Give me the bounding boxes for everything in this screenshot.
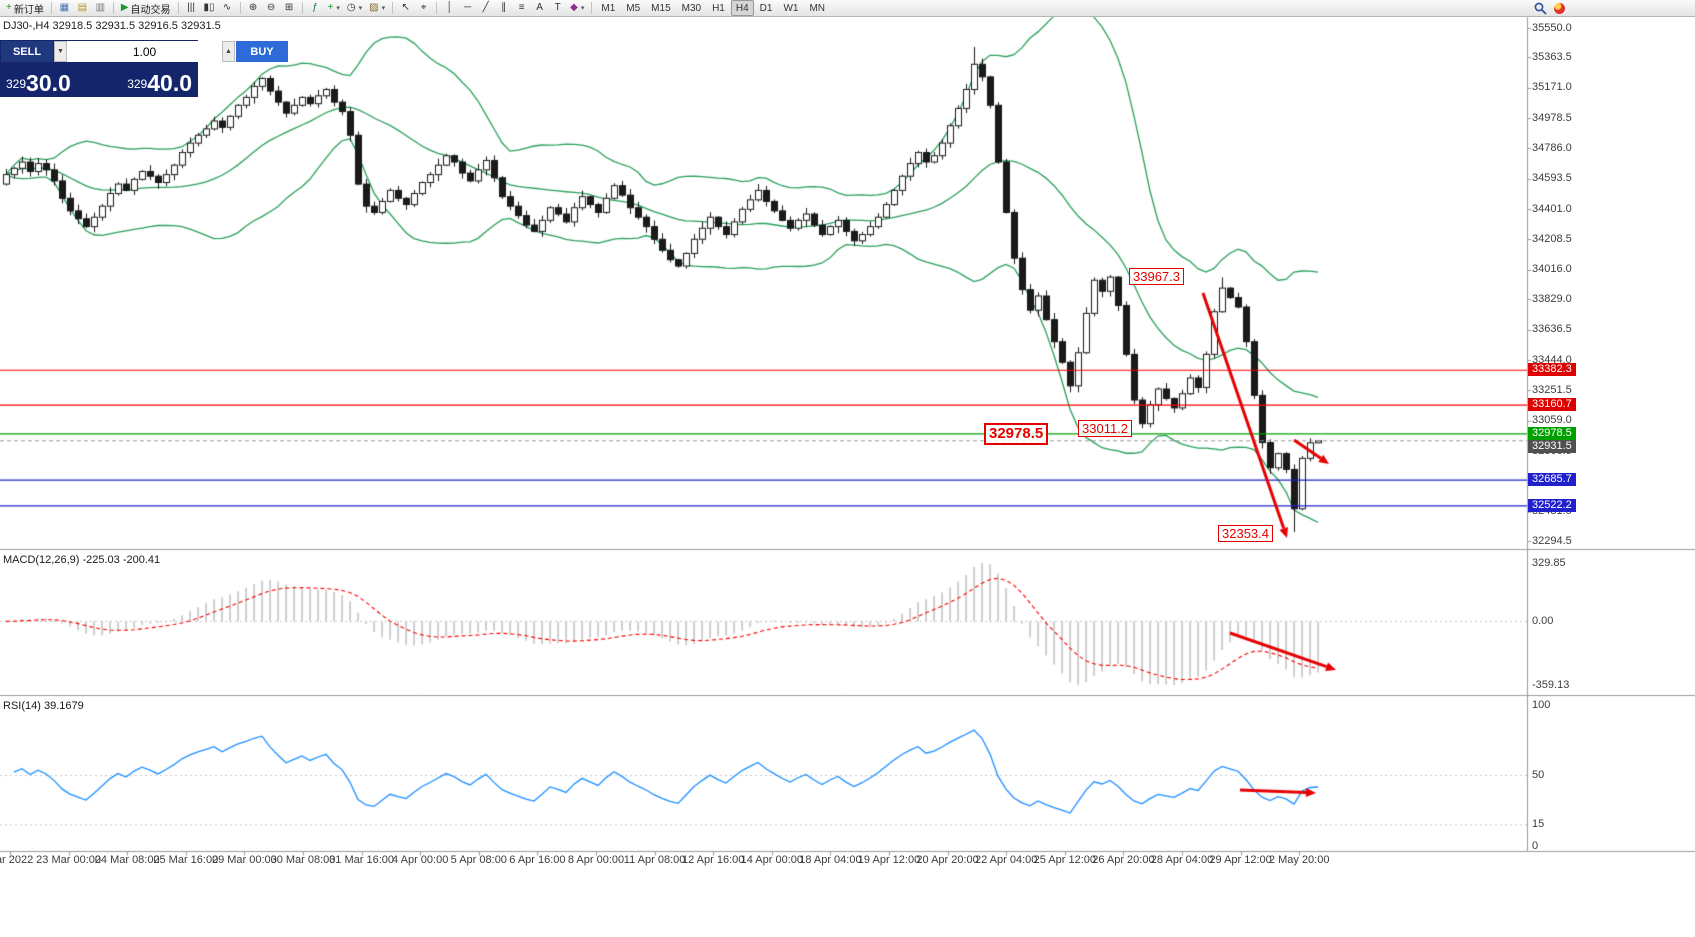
timeframe-d1-button[interactable]: D1 (759, 2, 773, 14)
charts-bar-button[interactable]: ▦ (56, 1, 73, 16)
new-order-icon: + (6, 2, 12, 13)
toolbar-separator (177, 2, 179, 14)
toolbar-separator (392, 2, 394, 14)
bar-chart-icon: ||| (187, 2, 195, 13)
sell-button[interactable]: SELL (1, 41, 53, 62)
zoom-in-icon: ⊕ (248, 2, 258, 13)
profiles-button[interactable]: ▤ (74, 1, 91, 16)
arrows-button[interactable]: ◆ (567, 1, 587, 16)
auto-trading-button[interactable]: ▶ 自动交易 (118, 1, 174, 16)
macd-readout: MACD(12,26,9) -225.03 -200.41 (3, 554, 161, 566)
toolbar-buttons: +新订单▦▤▥▶自动交易|||▮▯∿⊕⊖⊞ƒ+◷▨↖⌖│─╱∥≡AT◆M1M5M… (3, 0, 830, 16)
auto-trading-icon: ▶ (120, 2, 129, 13)
zoom-out-button[interactable]: ⊖ (263, 1, 280, 16)
templates-icon: ▨ (369, 2, 379, 13)
volume-input[interactable] (67, 41, 222, 62)
sell-price: 329 30.0 (6, 70, 71, 96)
profiles-icon: ▤ (77, 2, 88, 13)
status-icon (1554, 3, 1565, 14)
candlestick-chart-icon: ▮▯ (203, 2, 215, 13)
text-label-icon: T (554, 2, 561, 13)
buy-button[interactable]: BUY (236, 41, 288, 62)
toolbar-separator (436, 2, 438, 14)
toolbar-separator (50, 2, 52, 14)
volume-down-button[interactable]: ▼ (54, 41, 67, 62)
arrows-icon: ◆ (570, 2, 578, 13)
line-chart-button[interactable]: ∿ (219, 1, 236, 16)
toolbar-separator (591, 2, 593, 14)
trendline-icon: ╱ (482, 2, 489, 13)
fibonacci-button[interactable]: ≡ (513, 1, 530, 16)
cursor-icon: ↖ (401, 2, 410, 13)
add-indicator-button[interactable]: + (325, 1, 343, 16)
add-indicator-icon: + (327, 2, 334, 13)
vertical-line-button[interactable]: │ (441, 1, 458, 16)
text-button[interactable]: A (531, 1, 548, 16)
bar-chart-button[interactable]: ||| (183, 1, 200, 16)
toolbar: +新订单▦▤▥▶自动交易|||▮▯∿⊕⊖⊞ƒ+◷▨↖⌖│─╱∥≡AT◆M1M5M… (0, 0, 1695, 17)
charts-bar-icon: ▦ (59, 2, 70, 13)
periods-button[interactable]: ◷ (344, 1, 365, 16)
timeframe-m30-button[interactable]: M30 (681, 2, 702, 14)
timeframe-w1-button[interactable]: W1 (783, 2, 799, 14)
text-icon: A (536, 2, 543, 13)
trade-controls-row: SELL ▼ ▲ BUY (0, 40, 288, 62)
timeframe-mn-button[interactable]: MN (809, 2, 826, 14)
indicators-button[interactable]: ƒ (307, 1, 324, 16)
rsi-readout: RSI(14) 39.1679 (3, 700, 84, 712)
timeframe-m5-button[interactable]: M5 (626, 2, 641, 14)
zoom-out-icon: ⊖ (266, 2, 276, 13)
tile-windows-button[interactable]: ⊞ (281, 1, 298, 16)
tile-windows-icon: ⊞ (284, 2, 294, 13)
buy-price: 329 40.0 (127, 70, 192, 96)
crosshair-icon: ⌖ (420, 2, 427, 13)
toolbar-separator (112, 2, 114, 14)
fibonacci-icon: ≡ (518, 2, 525, 13)
templates-button[interactable]: ▨ (366, 1, 388, 16)
trendline-button[interactable]: ╱ (477, 1, 494, 16)
new-order-button[interactable]: + 新订单 (3, 1, 47, 16)
new-order-label: 新订单 (13, 4, 44, 16)
timeframe-m1-button[interactable]: M1 (601, 2, 616, 14)
market-watch-button[interactable]: ▥ (92, 1, 109, 16)
line-chart-icon: ∿ (222, 2, 232, 13)
cursor-button[interactable]: ↖ (397, 1, 414, 16)
horizontal-line-icon: ─ (464, 2, 472, 13)
timeframe-h4-button[interactable]: H4 (730, 0, 754, 16)
chart-ohlc-readout: DJ30-,H4 32918.5 32931.5 32916.5 32931.5 (3, 20, 221, 32)
horizontal-line-button[interactable]: ─ (459, 1, 476, 16)
candlestick-chart-button[interactable]: ▮▯ (201, 1, 218, 16)
periods-icon: ◷ (346, 2, 356, 13)
timeframe-h1-button[interactable]: H1 (712, 2, 725, 14)
vertical-line-icon: │ (446, 2, 453, 13)
toolbar-separator (301, 2, 303, 14)
crosshair-button[interactable]: ⌖ (415, 1, 432, 16)
volume-stepper[interactable]: ▼ ▲ (54, 41, 235, 62)
volume-up-button[interactable]: ▲ (222, 41, 235, 62)
market-watch-icon: ▥ (95, 2, 106, 13)
equidistant-channel-button[interactable]: ∥ (495, 1, 512, 16)
text-label-button[interactable]: T (549, 1, 566, 16)
indicators-icon: ƒ (312, 2, 318, 13)
toolbar-separator (239, 2, 241, 14)
timeframe-m15-button[interactable]: M15 (651, 2, 671, 14)
search-icon[interactable] (1534, 2, 1547, 15)
toolbar-right-group (1534, 2, 1565, 15)
trade-prices-row: 329 30.0 329 40.0 (0, 62, 198, 97)
auto-trading-label: 自动交易 (130, 4, 171, 16)
zoom-in-button[interactable]: ⊕ (245, 1, 262, 16)
equidistant-channel-icon: ∥ (501, 2, 507, 13)
